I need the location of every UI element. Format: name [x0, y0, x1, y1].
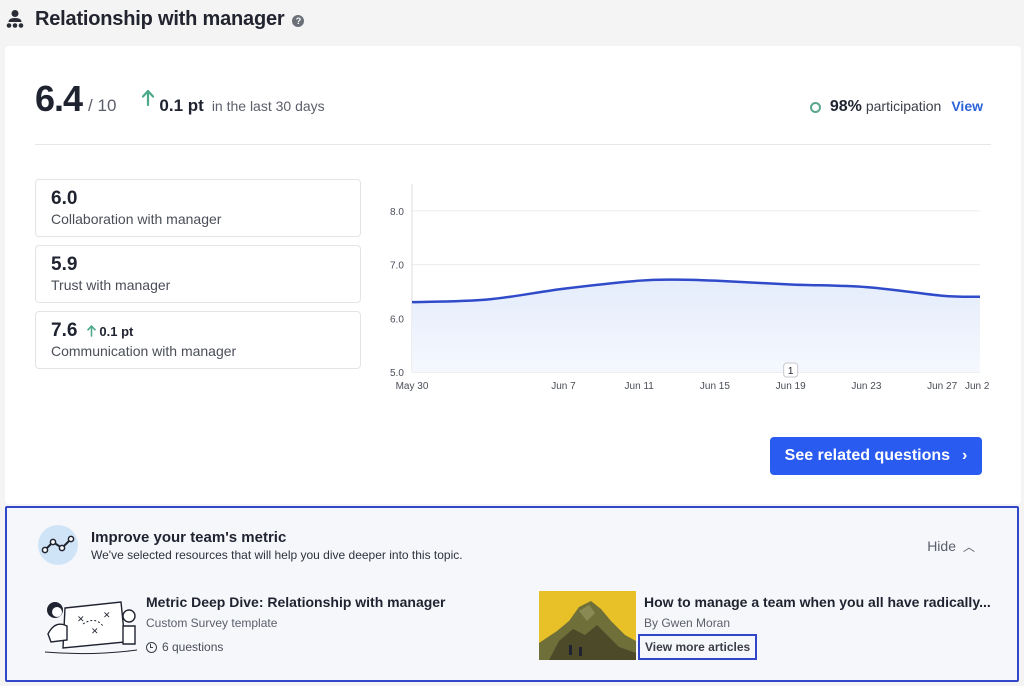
- svg-text:✕: ✕: [91, 627, 99, 637]
- resource-question-count: 6 questions: [162, 640, 224, 654]
- chevron-right-icon: ›: [962, 447, 968, 464]
- submetric-label: Trust with manager: [51, 277, 171, 293]
- participation-ring-icon: [809, 101, 821, 113]
- y-tick-label: 5.0: [390, 368, 404, 379]
- survey-illustration-icon: ✕ ✕ ✕: [44, 601, 138, 655]
- people-icon: [6, 10, 24, 28]
- score-value: 6.4: [35, 78, 83, 119]
- participation: 98% participation View: [809, 98, 983, 116]
- x-tick-label: Jun 27: [927, 381, 957, 392]
- submetric-collaboration[interactable]: 6.0 Collaboration with manager: [35, 179, 361, 237]
- score-denominator: / 10: [88, 96, 117, 115]
- article-thumbnail[interactable]: [539, 591, 636, 660]
- help-icon[interactable]: ?: [292, 15, 305, 27]
- score-delta: 0.1 pt: [159, 96, 204, 115]
- x-tick-label: Jun 15: [700, 381, 730, 392]
- x-tick-label: Jun 23: [851, 381, 881, 392]
- x-tick-label: May 30: [396, 381, 429, 392]
- submetric-value: 5.9: [51, 254, 78, 275]
- y-tick-label: 7.0: [390, 261, 404, 272]
- y-tick-label: 8.0: [390, 207, 404, 218]
- svg-text:✕: ✕: [103, 611, 111, 621]
- x-tick-label: Jun 11: [625, 381, 655, 392]
- hide-label: Hide: [927, 538, 956, 554]
- improve-panel: Improve your team's metric We've selecte…: [5, 506, 1019, 682]
- participation-view-link[interactable]: View: [951, 98, 983, 114]
- clock-icon: [146, 641, 157, 653]
- score-row: 6.4 / 10 0.1 pt in the last 30 days 98% …: [35, 78, 983, 119]
- page-header: Relationship with manager ?: [6, 6, 305, 32]
- see-related-questions-button[interactable]: See related questions ›: [770, 437, 982, 475]
- svg-text:✕: ✕: [77, 615, 85, 625]
- hide-toggle[interactable]: Hide ︿: [927, 538, 975, 555]
- submetric-value: 6.0: [51, 188, 78, 209]
- y-tick-label: 6.0: [390, 314, 404, 325]
- page-title: Relationship with manager: [35, 7, 285, 30]
- improve-subtitle: We've selected resources that will help …: [91, 548, 463, 562]
- chevron-up-icon: ︿: [962, 540, 975, 554]
- participation-value: 98%: [829, 98, 862, 115]
- submetric-delta: 0.1 pt: [99, 323, 134, 339]
- divider: [35, 144, 991, 145]
- submetric-label: Collaboration with manager: [51, 211, 222, 227]
- arrow-up-icon: [142, 90, 155, 106]
- annotation-marker-label: 1: [788, 366, 794, 377]
- submetric-value: 7.6: [51, 320, 78, 341]
- participation-label: participation: [865, 98, 942, 114]
- resource-title[interactable]: Metric Deep Dive: Relationship with mana…: [146, 594, 446, 610]
- trend-chart: 5.0 6.0 7.0 8.0 May 30 Jun 7 Jun 11 Jun 15 Jun 1…: [390, 184, 990, 392]
- x-tick-label: Jun 19: [776, 381, 806, 392]
- submetric-trust[interactable]: 5.9 Trust with manager: [35, 245, 361, 303]
- resource-subtitle: Custom Survey template: [146, 616, 278, 630]
- arrow-up-icon: [87, 325, 97, 337]
- series-area: [412, 279, 980, 372]
- score-delta-period: in the last 30 days: [211, 98, 325, 114]
- series-line: [411, 278, 981, 304]
- annotation-marker: [783, 362, 799, 378]
- submetric-label: Communication with manager: [51, 343, 237, 359]
- improve-title: Improve your team's metric: [91, 529, 287, 546]
- trend-line-icon: [38, 525, 78, 565]
- resource-title[interactable]: How to manage a team when you all have r…: [644, 594, 991, 610]
- resource-meta: 6 questions: [146, 640, 223, 654]
- view-more-articles-link[interactable]: View more articles: [638, 634, 758, 660]
- submetric-communication[interactable]: 7.6 0.1 pt Communication with manager: [35, 311, 361, 369]
- x-tick-label: Jun 7: [551, 381, 576, 392]
- resource-author: By Gwen Moran: [644, 616, 731, 630]
- see-related-questions-label: See related questions: [784, 447, 951, 464]
- x-tick-label: Jun 29: [965, 381, 990, 392]
- metric-card: 6.4 / 10 0.1 pt in the last 30 days 98% …: [5, 46, 1021, 504]
